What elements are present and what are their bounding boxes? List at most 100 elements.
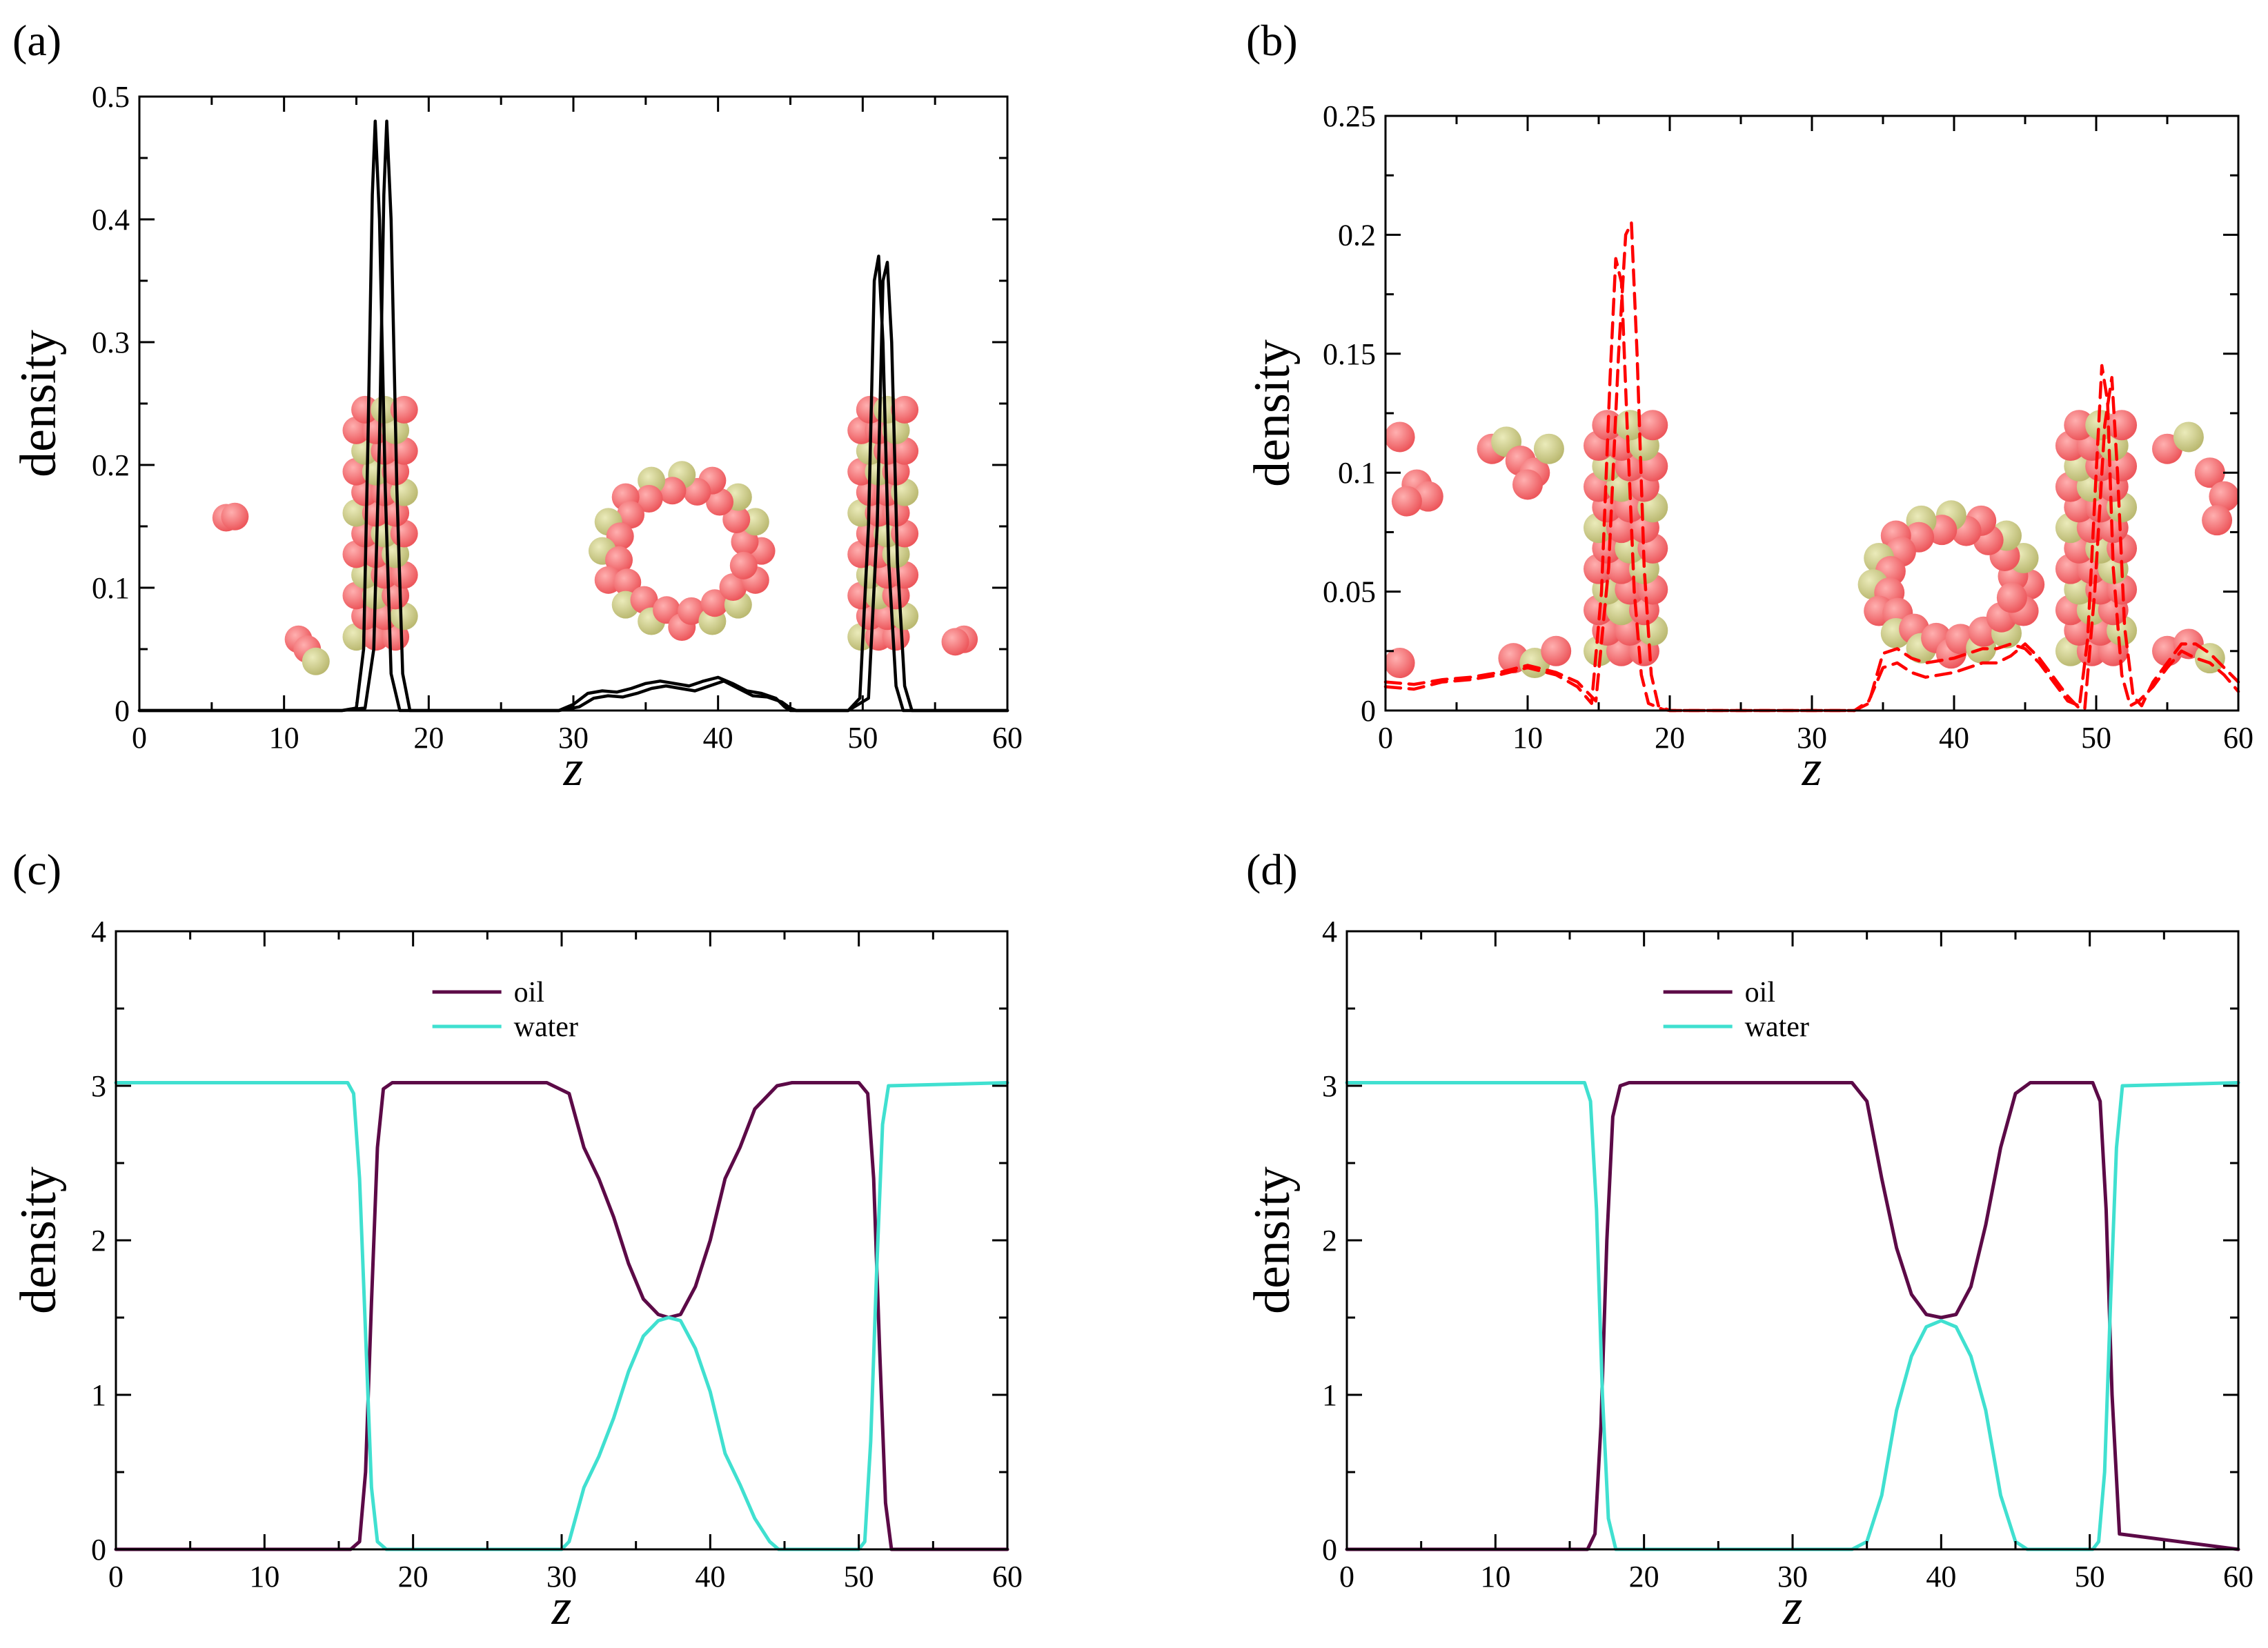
snapshot-sphere bbox=[371, 561, 399, 589]
y-tick-label: 0.1 bbox=[1338, 456, 1376, 490]
y-tick-label: 4 bbox=[1322, 915, 1337, 949]
snapshot-sphere bbox=[678, 597, 706, 625]
snapshot-sphere bbox=[2173, 421, 2204, 453]
snapshot-sphere bbox=[658, 477, 687, 505]
chart-panel-a: 0 10 20 30 40 50 60 0 0.1 0.2 0.3 0.4 0.5 z density bbox=[10, 80, 1023, 797]
x-tick-label: 30 bbox=[558, 721, 589, 755]
y-axis-title: density bbox=[10, 1166, 67, 1314]
snapshot-sphere bbox=[302, 647, 330, 675]
x-tick-label: 10 bbox=[269, 721, 299, 755]
series-line-water bbox=[114, 1081, 1009, 1551]
snapshot-sphere bbox=[2107, 410, 2138, 441]
y-axis-title: density bbox=[1244, 339, 1301, 487]
snapshot-sphere bbox=[729, 551, 758, 579]
legend-label-oil: oil bbox=[1745, 977, 1775, 1009]
x-tick-label: 0 bbox=[108, 1560, 124, 1594]
snapshot-sphere bbox=[891, 602, 919, 631]
legend-label-water: water bbox=[514, 1011, 578, 1043]
y-axis-title: density bbox=[10, 330, 67, 477]
series-line-water bbox=[1345, 1081, 2240, 1551]
snapshot-sphere bbox=[1541, 635, 1572, 666]
snapshot-sphere bbox=[342, 499, 371, 527]
snapshot-sphere bbox=[2064, 410, 2095, 441]
panel-label-d: (d) bbox=[1246, 845, 1298, 894]
y-tick-label: 0 bbox=[91, 1533, 106, 1567]
x-tick-label: 20 bbox=[398, 1560, 428, 1594]
snapshot-sphere bbox=[390, 395, 418, 424]
molecular-snapshot-image bbox=[212, 395, 978, 675]
x-tick-label: 10 bbox=[1512, 721, 1543, 755]
snapshot-sphere bbox=[635, 484, 663, 513]
snapshot-sphere bbox=[882, 416, 910, 444]
snapshot-sphere bbox=[630, 586, 658, 614]
snapshot-sphere bbox=[390, 602, 418, 631]
snapshot-sphere bbox=[351, 395, 379, 424]
series-line-curve-2 bbox=[1383, 221, 2240, 713]
x-axis-title: z bbox=[563, 740, 584, 797]
series-line-oil bbox=[1345, 1081, 2240, 1551]
x-axis-title: z bbox=[1782, 1579, 1803, 1636]
series-line-curve-1 bbox=[137, 119, 1009, 713]
x-tick-label: 30 bbox=[546, 1560, 577, 1594]
x-tick-label: 40 bbox=[695, 1560, 725, 1594]
x-tick-label: 40 bbox=[1926, 1560, 1956, 1594]
snapshot-sphere bbox=[1533, 433, 1564, 464]
snapshot-sphere bbox=[891, 437, 919, 465]
snapshot-sphere bbox=[382, 499, 410, 527]
series-line-curve-2 bbox=[137, 119, 1009, 713]
y-tick-label: 1 bbox=[91, 1378, 106, 1412]
x-tick-label: 40 bbox=[703, 721, 733, 755]
snapshot-sphere bbox=[1384, 648, 1415, 679]
snapshot-sphere bbox=[362, 499, 390, 527]
x-tick-label: 50 bbox=[2075, 1560, 2105, 1594]
panel-label-a: (a) bbox=[12, 16, 61, 65]
y-tick-label: 4 bbox=[91, 915, 106, 949]
snapshot-sphere bbox=[706, 488, 734, 516]
snapshot-sphere bbox=[351, 437, 379, 465]
panel-label-c: (c) bbox=[12, 845, 61, 894]
snapshot-sphere bbox=[2194, 643, 2225, 674]
snapshot-sphere bbox=[2202, 505, 2233, 536]
x-tick-label: 20 bbox=[413, 721, 444, 755]
snapshot-sphere bbox=[1996, 582, 2027, 613]
snapshot-sphere bbox=[891, 395, 919, 424]
snapshot-sphere bbox=[342, 416, 371, 444]
y-tick-label: 2 bbox=[1322, 1224, 1337, 1258]
snapshot-sphere bbox=[719, 573, 747, 601]
snapshot-sphere bbox=[700, 589, 729, 617]
x-tick-label: 10 bbox=[249, 1560, 279, 1594]
snapshot-sphere bbox=[722, 506, 751, 534]
x-tick-label: 40 bbox=[1939, 721, 1969, 755]
snapshot-sphere bbox=[617, 501, 645, 529]
snapshot-sphere bbox=[613, 568, 642, 597]
x-tick-label: 60 bbox=[2223, 721, 2254, 755]
x-axis-title: z bbox=[551, 1579, 572, 1636]
snapshot-sphere bbox=[1637, 410, 1668, 441]
snapshot-sphere bbox=[2209, 481, 2240, 512]
snapshot-sphere bbox=[941, 628, 969, 656]
legend-label-water: water bbox=[1745, 1011, 1809, 1043]
x-tick-label: 60 bbox=[992, 1560, 1023, 1594]
x-tick-label: 0 bbox=[1378, 721, 1393, 755]
snapshot-sphere bbox=[221, 502, 249, 530]
x-tick-label: 30 bbox=[1797, 721, 1827, 755]
y-tick-label: 0.05 bbox=[1323, 575, 1376, 609]
snapshot-sphere bbox=[371, 602, 399, 631]
series-line-curve-1 bbox=[1383, 257, 2240, 713]
x-tick-label: 50 bbox=[844, 1560, 874, 1594]
snapshot-sphere bbox=[342, 457, 371, 486]
y-tick-label: 0.2 bbox=[92, 448, 130, 482]
x-tick-label: 60 bbox=[992, 721, 1023, 755]
y-tick-label: 0 bbox=[115, 694, 130, 728]
snapshot-sphere bbox=[342, 540, 371, 568]
panel-label-b: (b) bbox=[1246, 16, 1298, 65]
y-tick-label: 0.2 bbox=[1338, 218, 1376, 252]
x-tick-label: 20 bbox=[1655, 721, 1685, 755]
x-tick-label: 20 bbox=[1629, 1560, 1659, 1594]
x-tick-label: 60 bbox=[2223, 1560, 2254, 1594]
y-tick-label: 2 bbox=[91, 1224, 106, 1258]
